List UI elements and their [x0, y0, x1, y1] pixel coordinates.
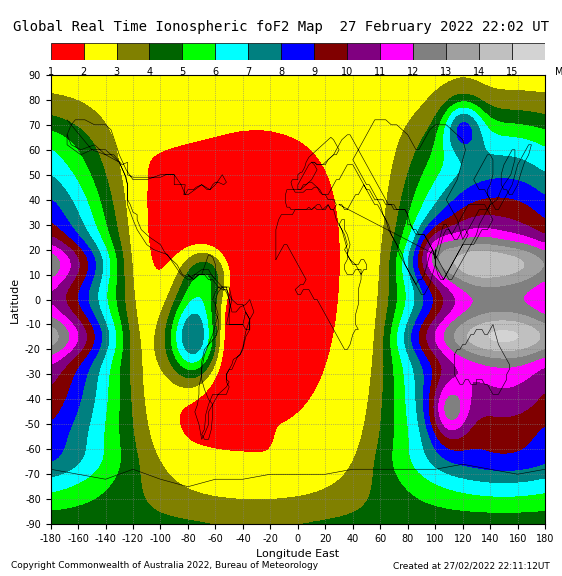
Bar [347, 43, 380, 60]
Text: 12: 12 [407, 67, 419, 77]
Text: 3: 3 [114, 67, 120, 77]
Text: 6: 6 [212, 67, 219, 77]
Y-axis label: Latitude: Latitude [10, 276, 20, 323]
Text: 5: 5 [179, 67, 185, 77]
Bar [248, 43, 282, 60]
Bar [314, 43, 347, 60]
Text: 15: 15 [506, 67, 518, 77]
Text: Copyright Commonwealth of Australia 2022, Bureau of Meteorology: Copyright Commonwealth of Australia 2022… [11, 561, 318, 570]
Text: Global Real Time Ionospheric foF2 Map  27 February 2022 22:02 UT: Global Real Time Ionospheric foF2 Map 27… [13, 20, 549, 34]
Bar [116, 43, 149, 60]
Text: 2: 2 [80, 67, 87, 77]
Text: 14: 14 [473, 67, 486, 77]
Text: Created at 27/02/2022 22:11:12UT: Created at 27/02/2022 22:11:12UT [393, 561, 550, 570]
Bar [149, 43, 183, 60]
Text: MHz: MHz [555, 67, 562, 77]
Bar [282, 43, 314, 60]
Bar [215, 43, 248, 60]
Text: 4: 4 [147, 67, 152, 77]
Bar [512, 43, 545, 60]
Bar [84, 43, 116, 60]
X-axis label: Longitude East: Longitude East [256, 550, 339, 559]
Text: 9: 9 [311, 67, 318, 77]
Text: 10: 10 [341, 67, 353, 77]
Text: 1: 1 [48, 67, 53, 77]
Bar [51, 43, 84, 60]
Text: 8: 8 [278, 67, 284, 77]
Bar [446, 43, 479, 60]
Bar [380, 43, 413, 60]
Text: 11: 11 [374, 67, 387, 77]
Bar [479, 43, 512, 60]
Bar [183, 43, 215, 60]
Text: 7: 7 [245, 67, 252, 77]
Bar [413, 43, 446, 60]
Text: 13: 13 [440, 67, 452, 77]
